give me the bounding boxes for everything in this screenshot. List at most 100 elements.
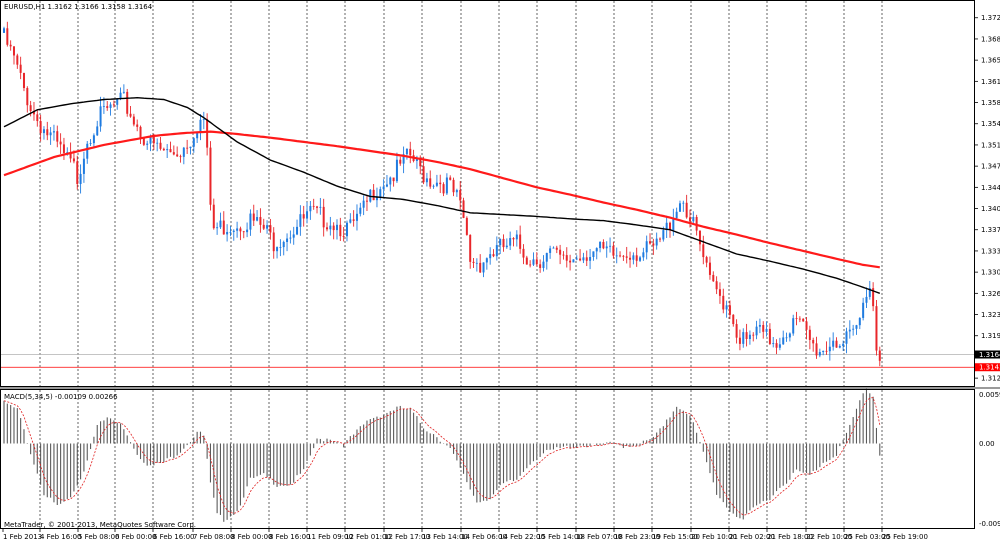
candle-body [489,254,492,259]
price-pane-frame [0,0,975,387]
time-tick-label: 13 Feb 14:00 [422,533,468,541]
candle-body [828,346,831,352]
candle-body [149,135,152,144]
time-tick-label: 21 Feb 18:00 [767,533,813,541]
candle-body [655,238,658,246]
price-tick-label: 1.3195 [981,332,1000,340]
candle-body [72,158,75,162]
price-tick-label: 1.3720 [981,14,1000,22]
candle-body [745,332,748,340]
candle-body [399,159,402,164]
candle-body [738,337,741,344]
candle-body [229,231,232,233]
candle-body [19,64,22,73]
candle-body [469,234,472,262]
time-tick-label: 14 Feb 06:00 [461,533,507,541]
candle-body [132,116,135,125]
candle-body [609,245,612,247]
candle-body [435,182,438,186]
candle-body [82,158,85,174]
price-tags: 1.3164 1.3143 [975,350,1000,372]
candle-body [515,234,518,240]
candle-body [372,189,375,201]
time-tick-label: 6 Feb 00:00 [115,533,156,541]
candle-body [542,261,545,268]
candle-body [116,98,119,105]
candle-body [345,222,348,237]
candle-body [66,152,69,153]
candle-body [735,324,738,338]
candle-body [775,343,778,348]
candle-body [682,202,685,204]
candle-body [3,28,5,33]
candle-body [532,259,535,265]
candle-body [539,264,542,268]
candle-body [509,238,512,246]
time-tick-label: 15 Feb 14:00 [537,533,583,541]
candle-body [535,259,538,265]
candle-body [26,88,29,106]
candle-body [762,325,765,332]
candle-body [758,325,761,327]
time-tick-label: 25 Feb 19:00 [882,533,928,541]
candle-body [442,184,445,194]
price-tick-label: 1.3440 [981,184,1000,192]
candle-body [688,217,691,222]
candle-body [192,138,195,147]
candle-body [465,217,468,235]
candle-body [502,238,505,248]
pane-separator[interactable] [0,387,1000,389]
candle-body [342,236,345,237]
candle-body [365,200,368,202]
candle-body [872,288,875,307]
candle-body [845,331,848,344]
candle-body [422,166,425,183]
candle-body [868,288,871,297]
candle-body [582,257,585,261]
price-tick-label: 1.3335 [981,247,1000,255]
candle-body [635,255,638,261]
candle-body [432,185,435,187]
time-tick-label: 21 Feb 02:00 [729,533,775,541]
candle-body [792,318,795,334]
candle-body [678,203,681,212]
candle-body [22,72,25,89]
candle-body [79,173,82,184]
time-tick-label: 5 Feb 08:00 [78,533,119,541]
candle-body [485,258,488,263]
candle-body [765,328,768,332]
candle-body [156,142,159,144]
macd-histogram [3,388,881,522]
candle-body [226,232,229,235]
candle-body [62,144,65,153]
candle-body [309,205,312,212]
candle-body [552,247,555,249]
candle-body [42,129,45,134]
candle-body [262,224,265,229]
candle-body [222,220,225,235]
price-tick-label: 1.3370 [981,226,1000,234]
candle-body [129,113,132,117]
candle-body [52,131,55,133]
candle-body [619,255,622,257]
time-tick-label: 19 Feb 15:00 [652,533,698,541]
macd-top-label: 0.00597 [979,391,1000,399]
candle-body [715,281,718,290]
candle-body [878,350,881,361]
candle-body [146,143,149,145]
candle-body [46,129,49,136]
candle-body [405,148,408,155]
candle-body [685,202,688,218]
candle-body [512,238,515,240]
time-tick-label: 18 Feb 07:00 [576,533,622,541]
candle-body [835,340,838,348]
candle-body [725,305,728,310]
candle-body [172,152,175,155]
candle-body [182,147,185,157]
candle-body [802,318,805,322]
candle-body [572,259,575,263]
candle-body [266,225,269,229]
candle-body [482,262,485,273]
candle-body [112,104,115,106]
